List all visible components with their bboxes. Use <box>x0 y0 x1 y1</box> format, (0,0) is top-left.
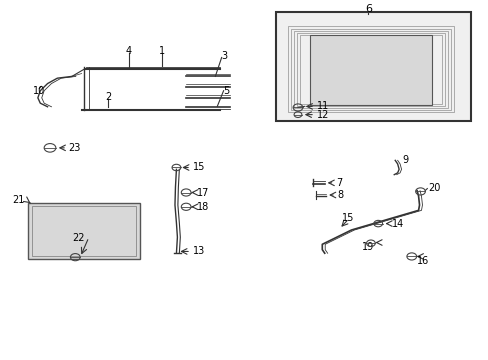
Text: 7: 7 <box>335 178 342 188</box>
Text: 10: 10 <box>33 86 45 96</box>
Text: 20: 20 <box>427 183 440 193</box>
Text: 15: 15 <box>192 162 204 172</box>
Text: 3: 3 <box>221 51 227 61</box>
Bar <box>290 28 450 110</box>
Bar <box>299 35 441 104</box>
Text: 1: 1 <box>159 46 164 56</box>
Text: 6: 6 <box>364 4 371 14</box>
Bar <box>309 35 431 105</box>
Bar <box>32 206 136 256</box>
Text: 15: 15 <box>341 212 353 222</box>
Text: 23: 23 <box>68 143 81 153</box>
Bar <box>287 26 453 112</box>
Bar <box>293 31 447 108</box>
Bar <box>296 33 444 106</box>
Text: 22: 22 <box>72 233 84 243</box>
Text: 19: 19 <box>362 242 374 252</box>
Text: 11: 11 <box>317 102 329 111</box>
Text: 17: 17 <box>197 188 209 198</box>
Text: 4: 4 <box>125 46 132 56</box>
Text: 2: 2 <box>105 92 111 102</box>
Text: 18: 18 <box>197 202 209 212</box>
Text: 8: 8 <box>337 190 343 200</box>
Text: 21: 21 <box>12 195 25 204</box>
Text: 5: 5 <box>223 86 229 96</box>
Text: 14: 14 <box>391 219 403 229</box>
Bar <box>276 12 469 121</box>
Text: 9: 9 <box>402 156 408 165</box>
Text: 16: 16 <box>416 256 428 266</box>
Bar <box>28 203 140 258</box>
Text: 12: 12 <box>317 110 329 120</box>
Text: 13: 13 <box>192 247 204 256</box>
